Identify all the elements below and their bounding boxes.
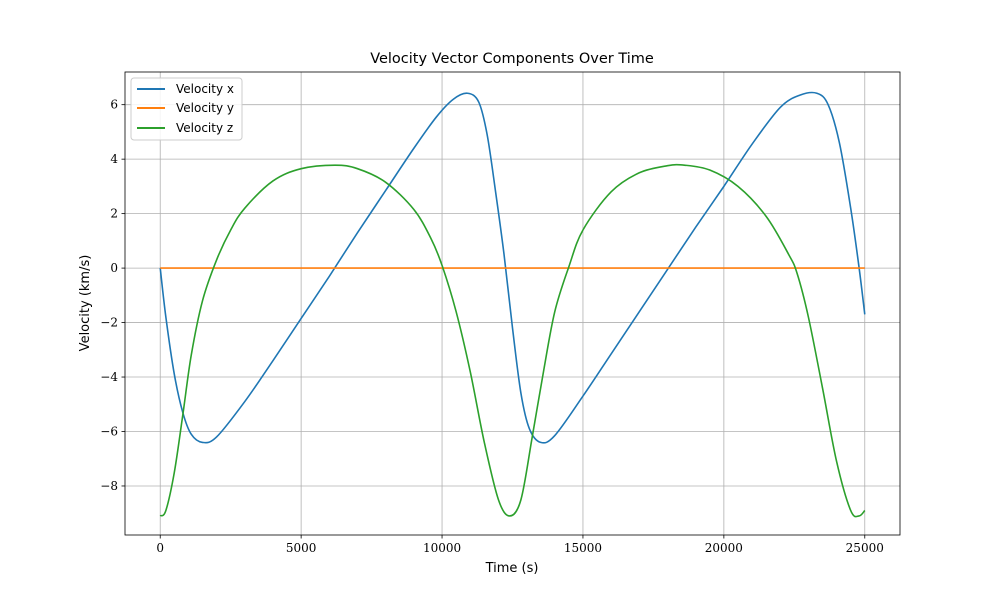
legend-box bbox=[130, 77, 243, 141]
y-tick-label: 0 bbox=[110, 261, 118, 275]
y-tick-label: −4 bbox=[100, 370, 118, 384]
x-tick-label: 15000 bbox=[564, 541, 602, 555]
plot-frame bbox=[124, 71, 901, 536]
y-tick-label: 2 bbox=[110, 207, 118, 221]
x-axis-title: Time (s) bbox=[485, 561, 539, 576]
legend-label-velocity-z: Velocity z bbox=[176, 121, 233, 135]
x-tick-label: 10000 bbox=[423, 541, 461, 555]
y-tick-label: −2 bbox=[100, 316, 118, 330]
legend: Velocity x Velocity y Velocity z bbox=[130, 77, 243, 141]
axis-ticks: 0 5000 10000 15000 20000 25000 −8 −6 −4 −2 0 2 4 6 bbox=[100, 98, 884, 555]
y-tick-label: −6 bbox=[100, 425, 118, 439]
velocity-z-line bbox=[159, 163, 866, 518]
y-axis-title: Velocity (km/s) bbox=[78, 255, 93, 352]
x-tick-label: 5000 bbox=[286, 541, 317, 555]
y-tick-label: 6 bbox=[110, 98, 118, 112]
series-lines bbox=[159, 91, 866, 518]
velocity-x-line bbox=[159, 91, 866, 444]
y-tick-label: 4 bbox=[110, 152, 118, 166]
y-tick-label: −8 bbox=[100, 479, 118, 493]
x-tick-label: 20000 bbox=[705, 541, 743, 555]
chart-title: Velocity Vector Components Over Time bbox=[370, 51, 654, 67]
legend-label-velocity-y: Velocity y bbox=[176, 101, 234, 115]
x-tick-label: 0 bbox=[156, 541, 164, 555]
legend-label-velocity-x: Velocity x bbox=[176, 82, 234, 96]
x-tick-label: 25000 bbox=[846, 541, 884, 555]
